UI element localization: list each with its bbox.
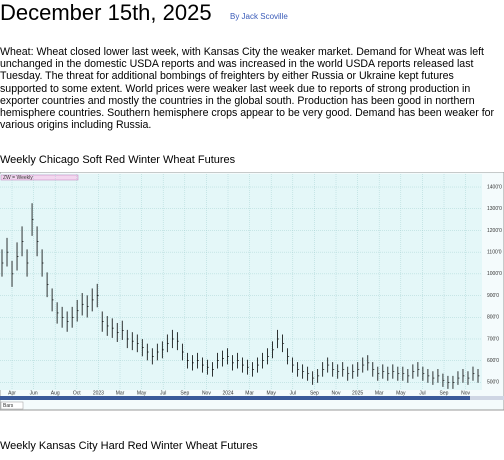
x-tick-label: 2024 [222,390,233,396]
x-tick-label: Nov [461,390,470,396]
x-tick-label: Nov [332,390,341,396]
footer: Bars [3,403,14,409]
chart: ZW = Weekly Bars 1400'0 1300'0 1200'0 1100'… [0,172,504,411]
plot-area [0,174,482,390]
caption: Weekly Kansas City Hard Red Winter Wheat… [0,440,258,452]
y-tick-label: 1300'0 [487,206,502,212]
y-tick-label: 600'0 [487,358,499,364]
y-tick-label: 1200'0 [487,228,502,234]
x-tick-label: May [396,390,406,396]
x-tick-label: May [266,390,276,396]
caption: Weekly Chicago Soft Red Winter Wheat Fut… [0,154,236,166]
x-tick-label: Sep [440,390,449,396]
y-tick-label: 1400'0 [487,184,502,190]
x-tick-label: Jul [290,390,296,396]
y-tick-label: 800'0 [487,315,499,321]
x-tick-label: Aug [51,390,60,396]
byline: By Jack Scoville [230,12,288,21]
x-tick-label: Mar [375,390,384,396]
x-tick-label: Nov [202,390,211,396]
y-tick-label: 1100'0 [487,249,502,255]
x-tick-label: Oct [73,390,81,396]
legend: ZW = Weekly [3,175,33,181]
x-tick-label: Jun [30,390,38,396]
x-tick-label: Mar [116,390,125,396]
x-tick-label: Jul [419,390,425,396]
x-tick-label: Sep [310,390,319,396]
y-tick-label: 1000'0 [487,271,502,277]
x-tick-label: Jul [160,390,166,396]
x-tick-label: May [137,390,147,396]
title: December 15th, 2025 [0,0,212,25]
x-tick-label: Sep [180,390,189,396]
x-tick-label: Apr [8,390,16,396]
x-tick-label: Mar [245,390,254,396]
scroll-thumb [0,396,470,400]
x-tick-label: 2025 [352,390,363,396]
y-tick-label: 500'0 [487,380,499,386]
y-tick-label: 900'0 [487,293,499,299]
x-tick-label: 2023 [93,390,104,396]
legend-box [0,174,79,181]
footer-box [0,401,24,410]
y-tick-label: 700'0 [487,336,499,342]
paragraph: Wheat: Wheat closed lower last week, wit… [0,46,495,132]
